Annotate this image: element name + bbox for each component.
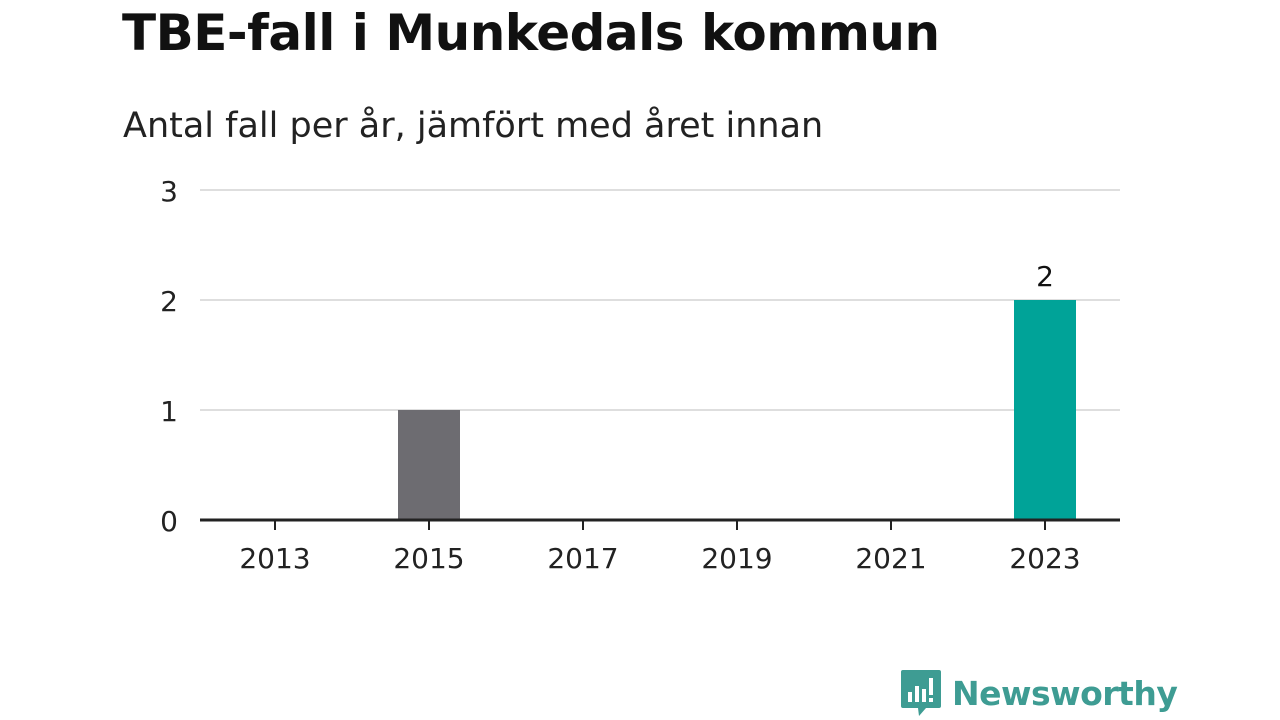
brand-logo: Newsworthy: [900, 668, 1178, 718]
bar-2015: [398, 410, 460, 520]
y-tick-label: 1: [160, 395, 178, 428]
bar-2023: [1014, 300, 1076, 520]
x-tick-label: 2013: [239, 542, 310, 575]
x-tick-label: 2015: [393, 542, 464, 575]
chart-title: TBE-fall i Munkedals kommun: [122, 4, 940, 62]
data-label: 2: [1036, 260, 1054, 293]
y-tick-label: 3: [160, 175, 178, 208]
y-tick-label: 0: [160, 505, 178, 538]
x-tick-label: 2017: [547, 542, 618, 575]
y-tick-label: 2: [160, 285, 178, 318]
brand-name: Newsworthy: [952, 673, 1178, 713]
x-tick-label: 2019: [701, 542, 772, 575]
newsworthy-logo-icon: [901, 670, 941, 716]
chart-subtitle: Antal fall per år, jämfört med året inna…: [123, 106, 824, 146]
x-tick-label: 2021: [855, 542, 926, 575]
x-tick-label: 2023: [1009, 542, 1080, 575]
